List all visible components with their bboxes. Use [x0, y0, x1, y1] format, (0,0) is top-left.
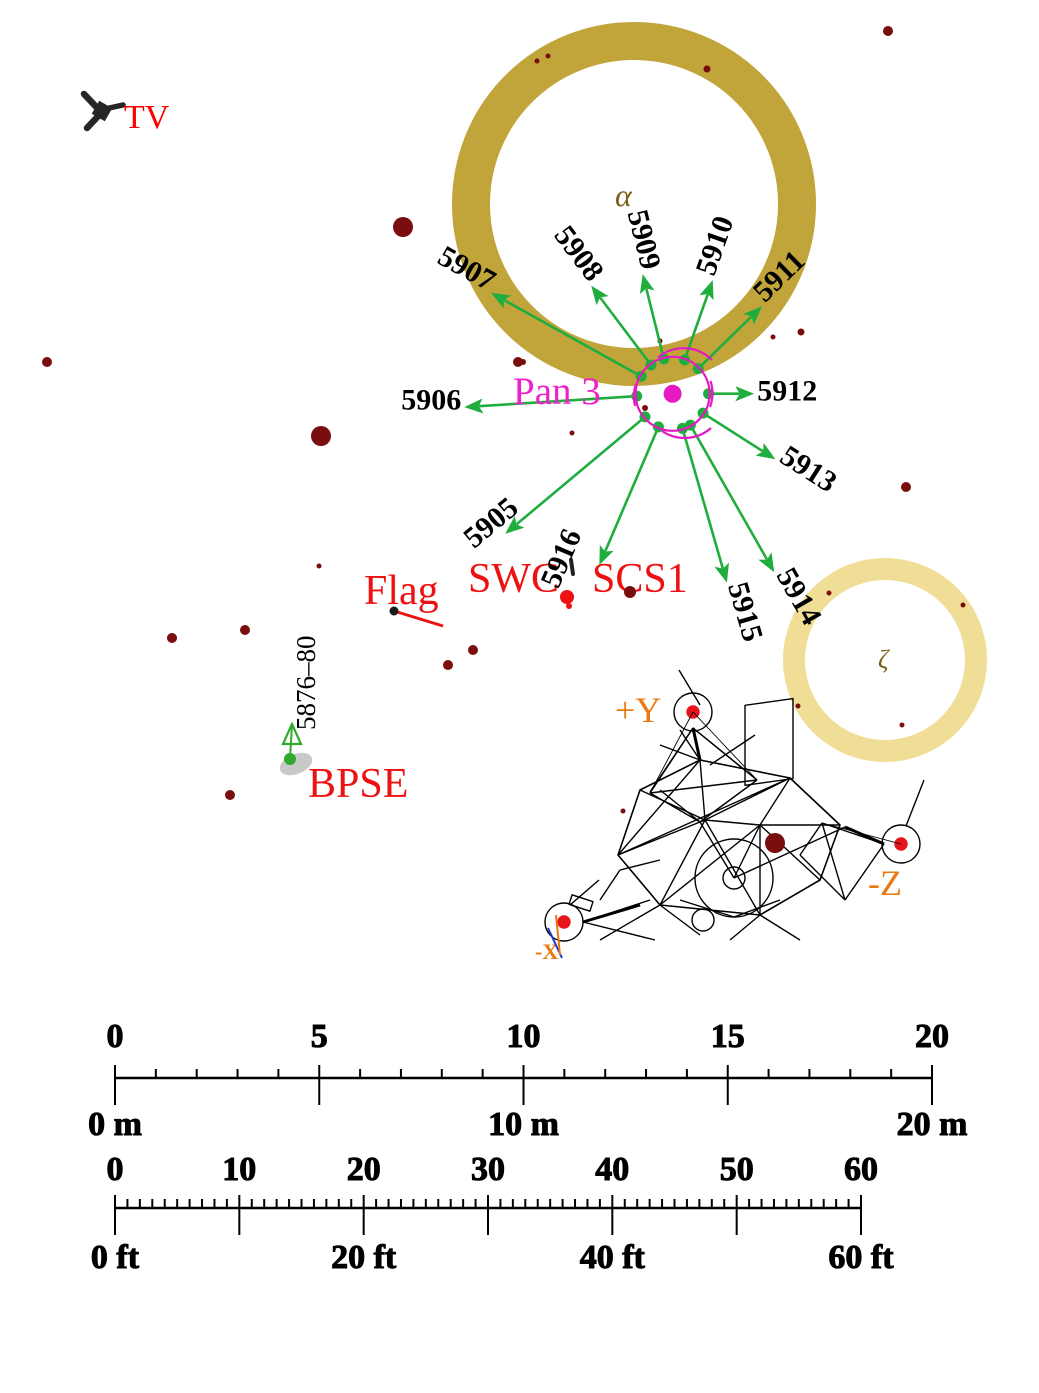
svg-text:TV: TV	[124, 99, 170, 136]
svg-text:10 m: 10 m	[488, 1106, 559, 1143]
svg-text:+Y: +Y	[615, 690, 661, 730]
svg-text:40: 40	[595, 1151, 629, 1188]
svg-text:20 m: 20 m	[897, 1106, 968, 1143]
svg-text:50: 50	[720, 1151, 754, 1188]
svg-text:5909: 5909	[621, 207, 668, 273]
svg-text:60: 60	[844, 1151, 878, 1188]
svg-text:5908: 5908	[548, 220, 610, 288]
svg-text:Pan 3: Pan 3	[513, 370, 601, 413]
svg-text:5915: 5915	[721, 578, 769, 645]
svg-text:10: 10	[507, 1018, 541, 1055]
svg-text:30: 30	[471, 1151, 505, 1188]
svg-text:5: 5	[311, 1018, 328, 1055]
svg-text:5876–80: 5876–80	[291, 636, 321, 731]
svg-text:20: 20	[915, 1018, 949, 1055]
svg-text:5916: 5916	[534, 524, 588, 592]
svg-text:α: α	[615, 177, 633, 213]
svg-text:10: 10	[222, 1151, 256, 1188]
svg-text:5910: 5910	[689, 212, 740, 280]
svg-text:-Z: -Z	[868, 863, 902, 903]
svg-text:5912: 5912	[757, 375, 817, 408]
svg-text:ζ: ζ	[878, 645, 890, 674]
svg-text:15: 15	[711, 1018, 745, 1055]
svg-text:0 m: 0 m	[88, 1106, 142, 1143]
svg-text:20 ft: 20 ft	[331, 1239, 397, 1276]
svg-text:BPSE: BPSE	[308, 761, 408, 807]
svg-text:0: 0	[107, 1018, 124, 1055]
svg-text:5913: 5913	[774, 439, 842, 499]
svg-text:5906: 5906	[401, 383, 461, 416]
svg-text:Flag: Flag	[364, 568, 439, 614]
svg-text:0: 0	[107, 1151, 124, 1188]
svg-text:40 ft: 40 ft	[580, 1239, 646, 1276]
svg-text:0 ft: 0 ft	[91, 1239, 140, 1276]
svg-text:SCS1: SCS1	[592, 556, 688, 602]
svg-text:60 ft: 60 ft	[828, 1239, 894, 1276]
svg-text:5905: 5905	[457, 491, 524, 555]
svg-text:20: 20	[347, 1151, 381, 1188]
